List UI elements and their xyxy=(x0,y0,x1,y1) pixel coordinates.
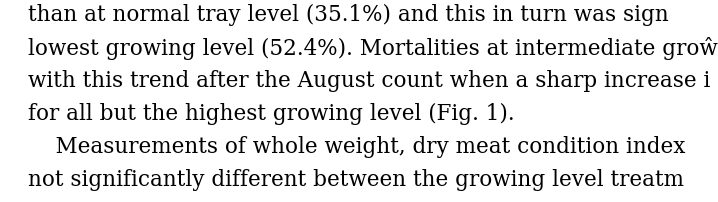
Text: than at normal tray level (35.1%) and this in turn was sign: than at normal tray level (35.1%) and th… xyxy=(28,4,668,26)
Text: Measurements of whole weight, dry meat condition index: Measurements of whole weight, dry meat c… xyxy=(28,136,686,158)
Text: not significantly different between the growing level treatm: not significantly different between the … xyxy=(28,169,684,191)
Text: lowest growing level (52.4%). Mortalities at intermediate groŵ: lowest growing level (52.4%). Mortalitie… xyxy=(28,37,718,60)
Text: with this trend after the August count when a sharp increase i: with this trend after the August count w… xyxy=(28,70,710,92)
Text: for all but the highest growing level (Fig. 1).: for all but the highest growing level (F… xyxy=(28,103,515,125)
